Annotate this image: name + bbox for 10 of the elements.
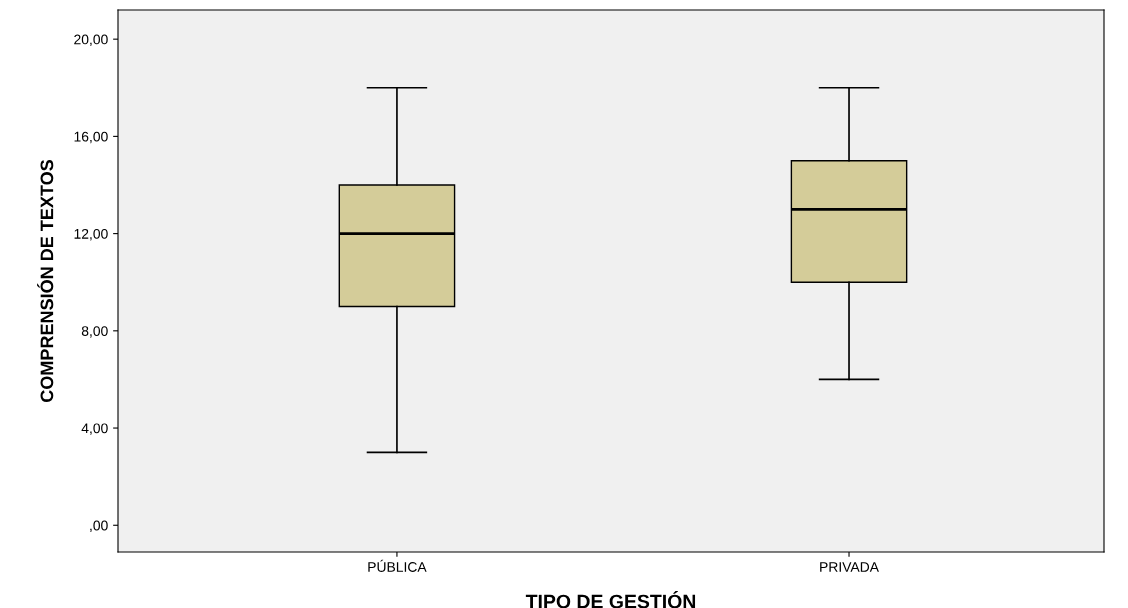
y-tick-label: 16,00	[74, 131, 108, 144]
x-tick-label: PÚBLICA	[368, 559, 427, 572]
y-tick-label: 20,00	[74, 34, 108, 46]
y-tick-label: 12,00	[74, 228, 108, 241]
y-tick-label: 8,00	[81, 326, 108, 338]
y-axis-title: COMPRENSIÓN DE TEXTOS	[37, 159, 54, 402]
y-tick-label: 4,00	[81, 423, 108, 435]
x-tick-label: PRIVADA	[820, 562, 879, 572]
y-tick-label: ,00	[90, 520, 108, 533]
x-axis-title: TIPO DE GESTIÓN	[525, 590, 696, 608]
